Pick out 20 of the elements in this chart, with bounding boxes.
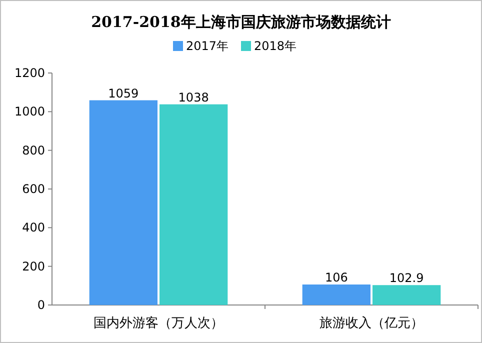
y-tick-label: 1200 (14, 66, 45, 80)
y-tick-label: 0 (37, 298, 45, 312)
legend-label: 2017年 (186, 39, 229, 53)
y-tick-label: 1000 (14, 104, 45, 119)
y-tick-label: 200 (22, 259, 45, 274)
bar (302, 284, 370, 305)
x-tick-label: 旅游收入（亿元） (320, 316, 424, 331)
x-tick-label: 国内外游客（万人次） (94, 315, 224, 331)
data-label: 1059 (108, 86, 139, 100)
y-tick-label: 600 (22, 182, 45, 196)
data-label: 106 (324, 270, 348, 285)
data-label: 102.9 (389, 271, 424, 286)
y-tick-label: 800 (22, 143, 45, 158)
legend-label: 2018年 (254, 39, 297, 53)
bar (160, 104, 228, 305)
chart-title: 2017-2018年上海市国庆旅游市场数据统计 (91, 13, 391, 31)
bar (89, 100, 158, 305)
y-tick-label: 400 (22, 220, 45, 235)
data-label: 1038 (178, 90, 209, 104)
bar (372, 285, 441, 305)
